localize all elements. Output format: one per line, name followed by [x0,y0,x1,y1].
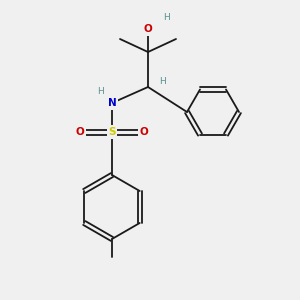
Text: S: S [108,127,116,137]
Text: H: H [159,77,165,86]
Text: H: H [164,14,170,22]
Text: N: N [108,98,116,108]
Text: O: O [76,127,84,137]
Text: H: H [97,88,104,97]
Text: O: O [140,127,148,137]
Text: O: O [144,24,152,34]
